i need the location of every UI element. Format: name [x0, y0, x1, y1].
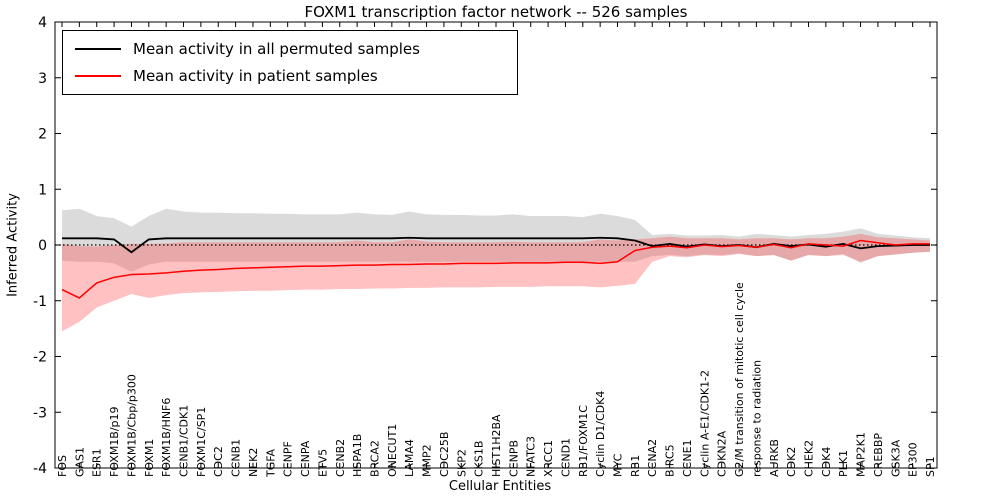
x-tick-label: CHEK2 — [802, 440, 815, 477]
x-tick-label: CCNE1 — [681, 439, 694, 477]
y-tick-label: -2 — [33, 350, 47, 366]
x-tick-label: MMP2 — [421, 444, 434, 477]
chart-title: FOXM1 transcription factor network -- 52… — [304, 3, 688, 21]
x-tick-label: FOS — [56, 455, 69, 477]
x-tick-label: FOXM1 — [143, 439, 156, 477]
x-tick-label: GAS1 — [73, 447, 86, 477]
x-tick-label: HIST1H2BA — [490, 414, 503, 477]
x-tick-label: EP300 — [907, 442, 920, 477]
x-tick-label: CDK2 — [785, 447, 798, 477]
legend-label-patient: Mean activity in patient samples — [133, 67, 378, 85]
x-tick-label: LAMA4 — [403, 439, 416, 477]
x-tick-label: HSPA1B — [351, 434, 364, 477]
x-tick-label: CDKN2A — [716, 430, 729, 477]
permuted-line-swatch — [75, 48, 121, 50]
x-tick-label: Cyclin D1/CDK4 — [594, 391, 607, 477]
x-tick-label: ETV5 — [316, 449, 329, 477]
x-tick-label: AURKB — [768, 439, 781, 477]
x-tick-label: FOXM1B/HNF6 — [160, 398, 173, 477]
y-tick-label: -3 — [33, 405, 47, 421]
x-tick-label: BIRC5 — [664, 444, 677, 477]
permuted-line — [62, 236, 930, 254]
y-tick-label: 1 — [38, 182, 47, 198]
x-tick-label: MYC — [612, 453, 625, 477]
y-tick-label: -4 — [33, 461, 47, 477]
x-tick-label: CKS1B — [473, 441, 486, 477]
x-tick-label: BRCA2 — [368, 440, 381, 477]
patient-line-swatch — [75, 75, 121, 77]
x-tick-label: GSK3A — [889, 439, 902, 477]
x-tick-label: FOXM1B/Cbp/p300 — [125, 374, 138, 477]
patient-line — [61, 239, 930, 299]
x-tick-label: CDC25B — [438, 432, 451, 477]
x-tick-label: RB1 — [629, 455, 642, 477]
x-tick-label: CDK4 — [820, 447, 833, 477]
y-axis-label: Inferred Activity — [5, 193, 21, 297]
x-tick-label: CCNB1 — [230, 439, 243, 477]
x-tick-label: CENPA — [299, 440, 312, 477]
x-tick-label: ONECUT1 — [386, 424, 399, 477]
x-tick-label: TGFA — [264, 448, 277, 478]
x-tick-label: RB1/FOXM1C — [577, 405, 590, 477]
legend-entry-patient: Mean activity in patient samples — [75, 67, 505, 85]
x-tick-label: PLK1 — [837, 450, 850, 477]
x-tick-label: NEK2 — [247, 448, 260, 477]
x-tick-label: CENPF — [282, 441, 295, 477]
y-tick-label: 4 — [38, 15, 47, 31]
x-tick-label: CCNB1/CDK1 — [178, 405, 191, 477]
x-tick-label: CCNA2 — [646, 439, 659, 477]
legend-label-permuted: Mean activity in all permuted samples — [133, 40, 420, 58]
y-tick-label: -1 — [33, 294, 47, 310]
x-axis-label: Cellular Entities — [448, 479, 552, 494]
y-tick-label: 3 — [38, 71, 47, 87]
legend-entry-permuted: Mean activity in all permuted samples — [75, 40, 505, 58]
x-tick-label: ESR1 — [91, 448, 104, 477]
x-tick-label: NFATC3 — [525, 436, 538, 477]
x-tick-label: CCND1 — [559, 438, 572, 477]
x-tick-label: MAP2K1 — [855, 432, 868, 477]
x-tick-label: CDC2 — [212, 446, 225, 477]
x-tick-label: response to radiation — [750, 360, 763, 477]
patient-band — [62, 233, 930, 332]
x-tick-label: XRCC1 — [542, 440, 555, 477]
x-tick-label: G2/M transition of mitotic cell cycle — [733, 282, 746, 477]
permuted-band — [62, 208, 930, 272]
x-tick-label: FOXM1C/SP1 — [195, 407, 208, 477]
x-tick-label: SP1 — [924, 456, 937, 477]
x-tick-label: CCNB2 — [334, 439, 347, 477]
legend: Mean activity in all permuted samples Me… — [62, 30, 518, 95]
x-tick-label: SKP2 — [455, 449, 468, 477]
y-tick-label: 0 — [38, 238, 47, 254]
x-tick-label: FOXM1B/p19 — [108, 406, 121, 477]
x-tick-label: CENPB — [507, 440, 520, 477]
y-tick-label: 2 — [38, 127, 47, 143]
x-tick-label: Cyclin A-E1/CDK1-2 — [698, 370, 711, 477]
x-tick-label: CREBBP — [872, 433, 885, 477]
